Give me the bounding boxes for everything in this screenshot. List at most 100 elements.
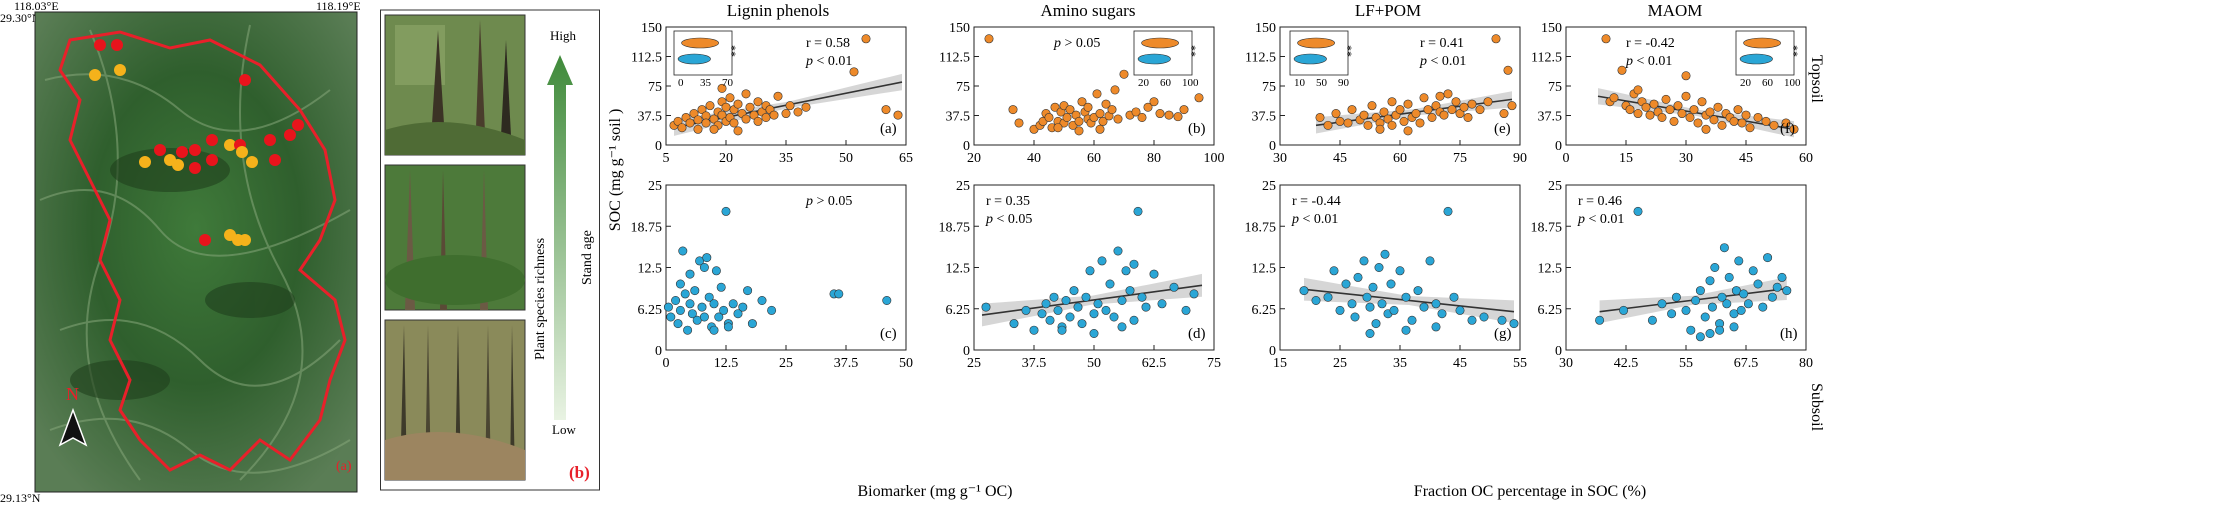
data-point-b: [1014, 118, 1024, 128]
x-tick-label-e: 75: [1453, 151, 1467, 166]
x-tick-label-c: 25: [779, 356, 793, 371]
data-point-g: [1443, 206, 1453, 216]
data-point-h: [1729, 322, 1739, 332]
data-point-d: [1129, 259, 1139, 269]
x-tick-label-f: 45: [1739, 151, 1753, 166]
scatter-plot-grid: Lignin phenols Amino sugars LF+POM MAOM …: [607, 1, 1825, 500]
sample-site-12: [206, 154, 218, 166]
data-point-f: [1633, 85, 1643, 95]
stat-text-c: p > 0.05: [805, 194, 852, 209]
data-point-d: [1065, 312, 1075, 322]
data-point-d: [1057, 325, 1067, 335]
data-point-f: [1717, 120, 1727, 130]
data-point-a: [773, 91, 783, 101]
x-axis-label-fraction: Fraction OC percentage in SOC (%): [1414, 483, 1646, 500]
data-point-f: [1693, 118, 1703, 128]
panel-d: 0 6.25 12.5 18.75 25 25 37.5 50 62.5 75 r = 0.35 p …: [939, 179, 1222, 371]
data-point-g: [1335, 305, 1345, 315]
y-tick-label-h: 6.25: [1538, 303, 1563, 318]
y-tick-label-h: 0: [1555, 344, 1562, 359]
data-point-c: [685, 299, 695, 309]
data-point-f: [1729, 116, 1739, 126]
data-point-f: [1733, 105, 1743, 115]
data-point-e: [1443, 89, 1453, 99]
y-tick-label-a: 75: [648, 80, 662, 95]
data-point-a: [693, 115, 703, 125]
x-tick-label-c: 12.5: [714, 356, 739, 371]
data-point-e: [1383, 114, 1393, 124]
data-point-d: [1093, 299, 1103, 309]
y-tick-label-a: 150: [641, 21, 662, 36]
col-title-lignin: Lignin phenols: [727, 1, 829, 20]
panel-b: 0 37.5 75 112.5 150 20 40 60 80 100 p > 0.05 ** 20 60…: [939, 21, 1224, 166]
data-point-g: [1437, 309, 1447, 319]
data-point-c: [687, 309, 697, 319]
data-point-c: [767, 305, 777, 315]
data-point-h: [1671, 292, 1681, 302]
inset-tick-e: 50: [1316, 77, 1328, 89]
data-point-b: [1095, 109, 1105, 119]
data-point-c: [723, 322, 733, 332]
data-point-a: [685, 118, 695, 128]
sample-site-3: [89, 69, 101, 81]
x-tick-label-b: 20: [967, 151, 981, 166]
data-point-f: [1701, 124, 1711, 134]
data-point-h: [1743, 299, 1753, 309]
data-point-f: [1753, 112, 1763, 122]
violin-inset-b: ** 20 60 100: [1133, 30, 1199, 89]
y-tick-label-c: 25: [648, 179, 662, 194]
reserve-boundary: [58, 30, 347, 472]
data-point-f: [1689, 105, 1699, 115]
y-tick-label-c: 12.5: [638, 262, 663, 277]
x-tick-label-h: 67.5: [1734, 356, 1759, 371]
data-point-d: [1141, 302, 1151, 312]
col-title-lfpom: LF+POM: [1355, 1, 1421, 20]
sample-sites: [89, 39, 304, 246]
data-point-c: [834, 289, 844, 299]
data-point-c: [733, 309, 743, 319]
sample-site-6: [139, 156, 151, 168]
data-point-g: [1449, 292, 1459, 302]
data-point-a: [801, 102, 811, 112]
data-point-a: [705, 101, 715, 111]
data-point-c: [666, 312, 676, 322]
data-point-h: [1619, 305, 1629, 315]
data-point-f: [1685, 112, 1695, 122]
data-point-f: [1649, 99, 1659, 109]
data-point-h: [1753, 279, 1763, 289]
data-point-f: [1609, 93, 1619, 103]
data-point-d: [1045, 315, 1055, 325]
data-point-b: [1179, 105, 1189, 115]
y-tick-label-d: 0: [963, 344, 970, 359]
forest-photo-1: [384, 14, 526, 156]
data-point-c: [743, 286, 753, 296]
inset-tick-b: 100: [1182, 77, 1199, 89]
data-point-f: [1661, 94, 1671, 104]
data-point-c: [671, 295, 681, 305]
sample-site-8: [176, 146, 188, 158]
data-point-e: [1359, 110, 1369, 120]
data-point-b: [1083, 102, 1093, 112]
data-point-h: [1724, 272, 1734, 282]
data-point-d: [1061, 295, 1071, 305]
data-point-d: [1029, 325, 1039, 335]
x-tick-label-e: 90: [1513, 151, 1527, 166]
col-title-maom: MAOM: [1648, 1, 1703, 20]
y-tick-label-e: 112.5: [1245, 51, 1276, 66]
stat-text-g: p < 0.01: [1291, 212, 1338, 227]
coord-29-30n: 29.30°N: [0, 11, 41, 25]
sample-site-19: [292, 119, 304, 131]
inset-tick-a: 70: [722, 77, 734, 89]
data-point-e: [1459, 102, 1469, 112]
north-label: N: [66, 384, 79, 404]
data-point-d: [1117, 295, 1127, 305]
gradient-high-label: High: [550, 28, 577, 43]
data-point-a: [677, 123, 687, 133]
data-point-f: [1677, 109, 1687, 119]
sample-site-13: [224, 139, 236, 151]
data-point-f: [1705, 107, 1715, 117]
data-point-b: [1113, 114, 1123, 124]
data-point-a: [793, 107, 803, 117]
data-point-e: [1451, 97, 1461, 107]
data-point-c: [675, 279, 685, 289]
